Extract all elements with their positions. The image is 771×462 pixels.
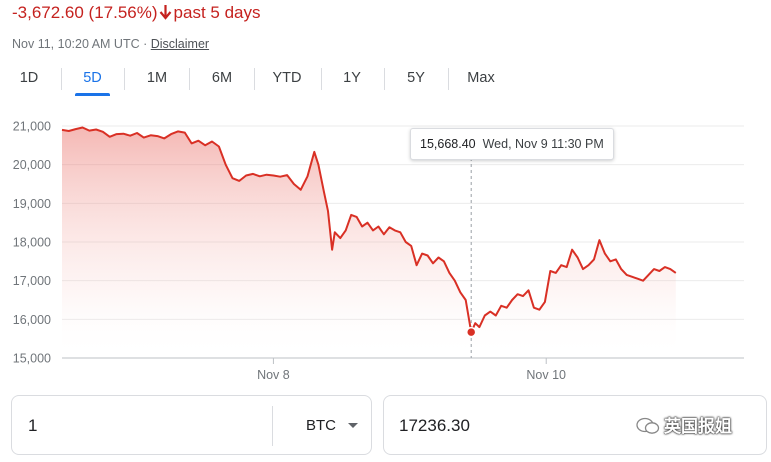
tooltip-value: 15,668.40 [420, 137, 476, 151]
range-tabs: 1D 5D 1M 6M YTD 1Y 5Y Max [0, 62, 771, 96]
crypto-unit-select[interactable]: BTC [306, 417, 336, 434]
timestamp: Nov 11, 10:20 AM UTC · [12, 37, 151, 51]
tab-1m[interactable]: 1M [146, 70, 168, 86]
watermark: 英国报姐 [636, 412, 732, 437]
tab-divider [254, 68, 255, 90]
tab-divider [448, 68, 449, 90]
price-change: -3,672.60 (17.56%) past 5 days [12, 3, 261, 23]
tooltip-time: Wed, Nov 9 11:30 PM [482, 137, 604, 151]
chart-tooltip: 15,668.40 Wed, Nov 9 11:30 PM [410, 128, 614, 160]
wechat-icon [636, 417, 660, 434]
y-tick-label: 19,000 [13, 197, 51, 211]
tab-1y[interactable]: 1Y [343, 70, 361, 86]
tab-5y[interactable]: 5Y [407, 70, 425, 86]
y-tick-label: 15,000 [13, 352, 51, 366]
tab-max[interactable]: Max [467, 70, 495, 86]
y-tick-label: 18,000 [13, 236, 51, 250]
tab-divider [189, 68, 190, 90]
arrow-down-icon [159, 5, 171, 20]
y-tick-label: 20,000 [13, 158, 51, 172]
tab-divider [61, 68, 62, 90]
price-chart[interactable]: 15,000 16,000 17,000 18,000 19,000 20,000 21,0… [0, 100, 771, 390]
price-line [61, 126, 677, 334]
change-value: -3,672.60 (17.56%) [12, 3, 158, 22]
x-tick-label: Nov 10 [526, 368, 566, 382]
crypto-amount-box: 1 BTC [11, 395, 372, 455]
hover-point [465, 326, 477, 338]
field-divider [272, 406, 273, 446]
change-period: past 5 days [173, 3, 261, 22]
tab-ytd[interactable]: YTD [272, 70, 302, 86]
fiat-amount-box: 17236.30 [383, 395, 767, 455]
timestamp-row: Nov 11, 10:20 AM UTC · Disclaimer [12, 37, 209, 51]
price-area [62, 127, 676, 358]
disclaimer-link[interactable]: Disclaimer [150, 37, 210, 51]
tab-5d[interactable]: 5D [75, 62, 110, 96]
tab-divider [384, 68, 385, 90]
y-tick-label: 16,000 [13, 313, 51, 327]
y-tick-label: 21,000 [13, 120, 51, 134]
tab-1d[interactable]: 1D [19, 70, 39, 86]
tab-divider [321, 68, 322, 90]
watermark-text: 英国报姐 [664, 417, 732, 436]
fiat-amount-input[interactable]: 17236.30 [399, 416, 470, 435]
tab-6m[interactable]: 6M [211, 70, 233, 86]
caret-down-icon[interactable] [348, 423, 358, 428]
tab-divider [124, 68, 125, 90]
crypto-amount-input[interactable]: 1 [28, 416, 38, 435]
x-tick-label: Nov 8 [257, 368, 290, 382]
y-tick-label: 17,000 [13, 274, 51, 288]
